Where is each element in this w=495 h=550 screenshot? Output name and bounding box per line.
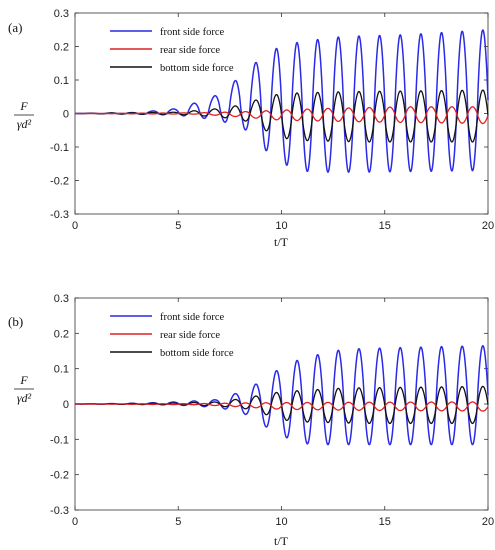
panel-a-legend-label: rear side force [160,45,220,56]
panel-b-y-tick-label: -0.3 [50,505,69,517]
panel-a-series-front-side-force [74,29,489,173]
panel-a-x-tick-label: 20 [482,220,494,232]
panel-b-label: (b) [8,314,23,329]
panel-b-legend-label: bottom side force [160,348,234,359]
panel-b-y-tick-label: 0.2 [54,328,69,340]
panel-b-plot: 0 5 10 15 20 0.3 0.2 0.1 0 -0.1 -0.2 -0.3 front side… [50,293,494,528]
panel-b-series-front-side-force [74,345,489,446]
panel-a-xlabel: t/T [274,235,289,249]
panel-b-series-rear-side-force [74,401,489,412]
panel-a-plot: 0 5 10 15 20 0.3 0.2 0.1 0 -0.1 -0.2 -0.3 front side… [50,8,494,232]
panel-a-y-tick-label: 0 [63,109,69,121]
panel-b-x-tick-label: 0 [72,516,78,528]
panel-a-label: (a) [8,20,22,35]
panel-a-x-tick-label: 10 [275,220,287,232]
panel-b: (b) F γd² 0 5 10 15 20 0.3 0.2 0.1 0 -0.1 -0.2 -0.3… [8,293,494,548]
panel-a-x-tick-label: 0 [72,220,78,232]
panel-a-y-tick-label: -0.2 [50,176,69,188]
panel-a-legend-label: bottom side force [160,63,234,74]
panel-b-legend-label: front side force [160,312,224,323]
panel-a-ylabel-numerator: F [19,99,28,113]
panel-b-ylabel-numerator: F [19,373,28,387]
panel-a-ylabel-denominator: γd² [17,117,32,131]
panel-b-ylabel-denominator: γd² [17,391,32,405]
panel-b-y-tick-label: -0.2 [50,470,69,482]
panel-a-legend-label: front side force [160,27,224,38]
panel-b-y-tick-label: 0.1 [54,364,69,376]
panel-b-y-tick-label: 0.3 [54,293,69,305]
panel-b-xlabel: t/T [274,534,289,548]
panel-a-x-tick-label: 5 [175,220,181,232]
panel-b-x-tick-label: 5 [175,516,181,528]
panel-a-x-tick-label: 15 [379,220,391,232]
panel-a: (a) F γd² 0 5 10 15 20 0.3 0.2 0.1 0 -0.1 -0.2 -0.3… [8,8,494,249]
panel-a-y-tick-label: 0.3 [54,8,69,20]
panel-a-series-rear-side-force [74,106,489,125]
panel-b-x-tick-label: 10 [275,516,287,528]
panel-b-x-tick-label: 20 [482,516,494,528]
panel-a-y-tick-label: 0.1 [54,75,69,87]
panel-b-legend-label: rear side force [160,330,220,341]
panel-b-y-tick-label: 0 [63,399,69,411]
panel-a-y-tick-label: -0.1 [50,142,69,154]
panel-a-y-tick-label: -0.3 [50,209,69,221]
panel-b-y-tick-label: -0.1 [50,434,69,446]
panel-a-y-tick-label: 0.2 [54,42,69,54]
panel-b-x-tick-label: 15 [379,516,391,528]
